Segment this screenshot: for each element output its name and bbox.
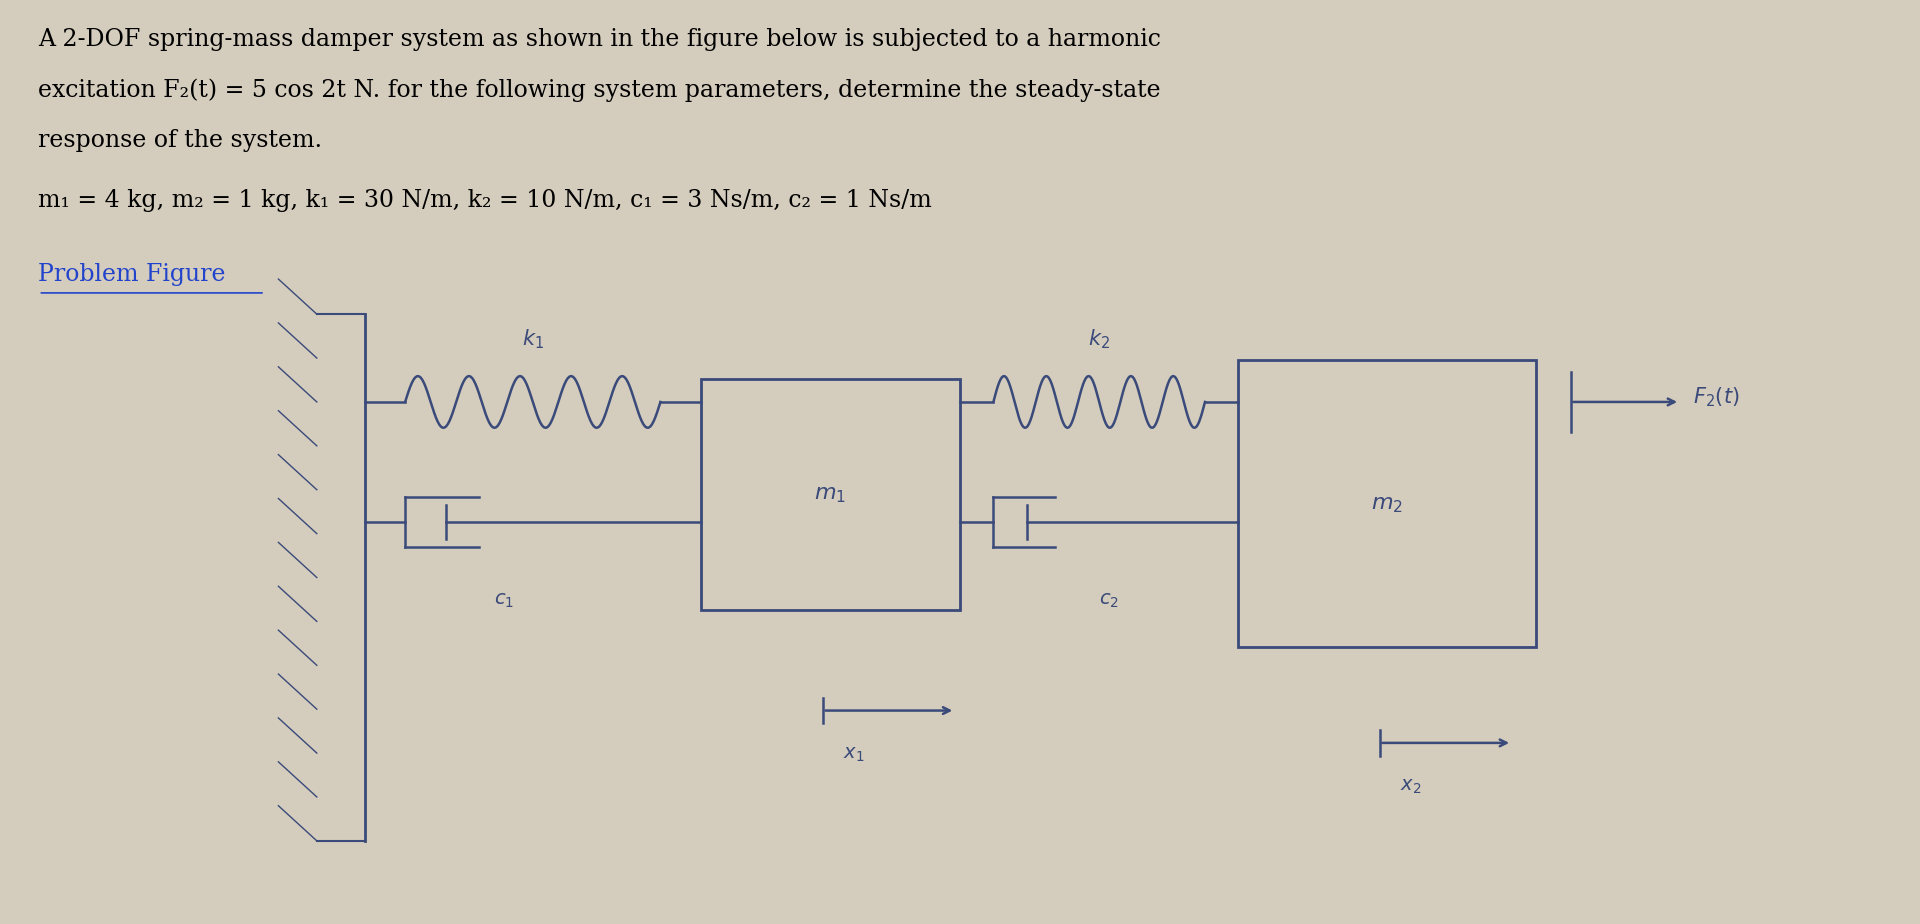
Bar (1238, 360, 1536, 647)
Text: $x_1$: $x_1$ (843, 746, 864, 764)
Text: response of the system.: response of the system. (38, 129, 323, 152)
Text: excitation F₂(t) = 5 cos 2t N. for the following system parameters, determine th: excitation F₂(t) = 5 cos 2t N. for the f… (38, 79, 1162, 102)
Text: $m_2$: $m_2$ (1371, 492, 1404, 515)
Bar (701, 379, 960, 610)
Text: Problem Figure: Problem Figure (38, 263, 227, 286)
Text: $k_1$: $k_1$ (522, 327, 543, 351)
Text: $F_2(t)$: $F_2(t)$ (1693, 385, 1740, 409)
Text: $c_2$: $c_2$ (1098, 591, 1119, 610)
Text: m₁ = 4 kg, m₂ = 1 kg, k₁ = 30 N/m, k₂ = 10 N/m, c₁ = 3 Ns/m, c₂ = 1 Ns/m: m₁ = 4 kg, m₂ = 1 kg, k₁ = 30 N/m, k₂ = … (38, 189, 931, 213)
Text: A 2-DOF spring-mass damper system as shown in the figure below is subjected to a: A 2-DOF spring-mass damper system as sho… (38, 28, 1162, 51)
Text: $x_2$: $x_2$ (1400, 778, 1421, 796)
Text: $m_1$: $m_1$ (814, 483, 847, 505)
Text: $c_1$: $c_1$ (493, 591, 515, 610)
Text: $k_2$: $k_2$ (1089, 327, 1110, 351)
